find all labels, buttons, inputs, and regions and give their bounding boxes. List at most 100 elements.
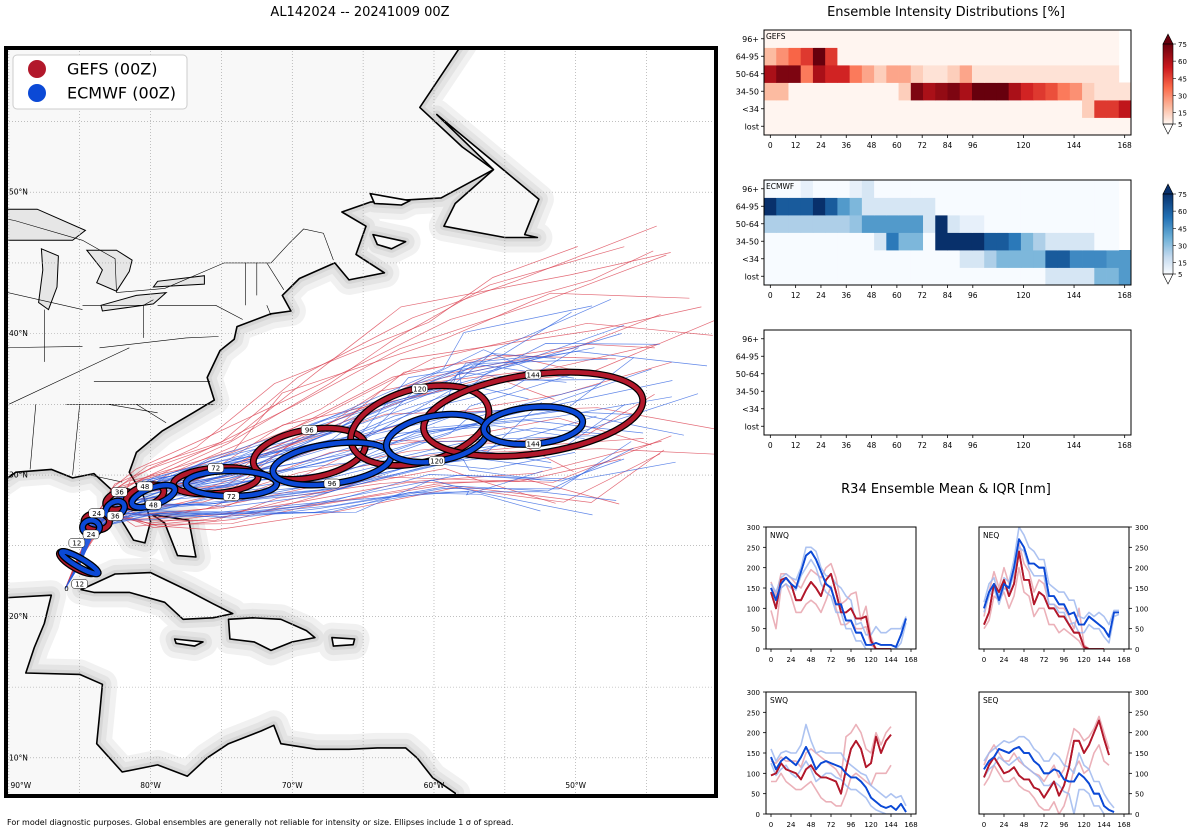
heatmap-cell (1008, 30, 1022, 48)
colorbar-segment (1163, 206, 1173, 209)
heatmap-cell (959, 197, 973, 216)
heatmap-cell (764, 82, 777, 101)
x-tick-label: 168 (904, 656, 917, 664)
heatmap-cell (812, 197, 826, 216)
heatmap-cell (886, 65, 899, 83)
heatmap-cell (971, 117, 985, 136)
colorbar-segment (1163, 108, 1173, 111)
heatmap-cell (996, 180, 1010, 198)
heatmap-cell (776, 180, 789, 198)
heatmap-cell (1069, 250, 1083, 268)
heatmap-cell (923, 232, 936, 251)
heatmap-cell (764, 47, 777, 66)
y-tick-label: 200 (1135, 730, 1148, 738)
iqr-line (770, 760, 906, 814)
heatmap-cell (959, 250, 973, 268)
footer-note: For model diagnostic purposes. Global en… (7, 818, 514, 827)
colorbar-segment (1163, 200, 1173, 203)
colorbar-segment (1163, 240, 1173, 243)
heatmap-cell (1094, 30, 1107, 48)
heatmap-cell (1106, 215, 1120, 233)
heatmap-cell (923, 250, 936, 268)
heatmap-cell (1094, 180, 1107, 198)
heatmap-cell (788, 47, 802, 66)
state-border (136, 404, 167, 423)
heatmap-cell (947, 197, 961, 216)
hour-label: 24 (92, 510, 101, 518)
iqr-line (770, 723, 907, 807)
x-tick-label: 72 (917, 441, 927, 450)
series-group (983, 527, 1120, 649)
lat-tick-label: 30°N (9, 471, 28, 480)
x-tick-label: 168 (1118, 141, 1133, 150)
state-border (107, 404, 158, 414)
heatmap-cell (996, 117, 1010, 136)
heatmap-cell (812, 250, 826, 268)
y-tick-label: <34 (742, 405, 759, 414)
state-border (29, 404, 37, 470)
heatmap-cell (788, 267, 802, 286)
hour-label-box (207, 463, 224, 473)
iqr-line (983, 735, 1115, 809)
heatmap-cell (910, 82, 924, 101)
heatmap-cell (1082, 197, 1095, 216)
heatmap-cell (837, 82, 851, 101)
y-tick-label: lost (745, 122, 759, 131)
heatmap-cell (910, 117, 924, 136)
heatmap-cell (800, 267, 814, 286)
ensemble-member-track (65, 470, 543, 589)
y-tick-label: 50 (1135, 791, 1144, 799)
heatmap-cell (837, 65, 851, 83)
heatmap-cell (861, 250, 875, 268)
heatmap-cell (1082, 47, 1095, 66)
heatmap-cell (825, 250, 838, 268)
hour-label-box (145, 499, 162, 510)
colorbar-extend-max (1162, 33, 1174, 45)
colorbar-segment (1163, 220, 1173, 223)
heatmap-cell (812, 232, 826, 251)
heatmap-cell (776, 250, 789, 268)
x-tick-label: 84 (943, 291, 953, 300)
heatmap-cell (923, 47, 936, 66)
heatmap-cell (764, 30, 777, 48)
heatmap-cell (1057, 65, 1071, 83)
colorbar-segment (1163, 60, 1173, 63)
colorbar-segment (1163, 114, 1173, 117)
heatmap-cell (923, 117, 936, 136)
heatmap-cell (1082, 180, 1095, 198)
x-tick-label: 24 (787, 821, 796, 829)
heatmap-cell (947, 82, 961, 101)
x-tick-label: 48 (807, 656, 816, 664)
heatmap-cell (935, 47, 948, 66)
heatmap-cell (764, 267, 777, 286)
colorbar-segment (1163, 194, 1173, 197)
heatmap-cell (1020, 215, 1034, 233)
colorbar-tick-label: 45 (1178, 225, 1187, 233)
x-tick-label: 48 (867, 141, 877, 150)
x-tick-label: 120 (1016, 441, 1031, 450)
heatmap-cell (984, 117, 997, 136)
heatmap-cell (788, 82, 802, 101)
heatmap-model-label: ECMWF (766, 182, 794, 191)
colorbar-segment (1163, 122, 1173, 125)
heatmap-cell (1057, 82, 1071, 101)
heatmap-cell (800, 197, 814, 216)
colorbar-segment (1163, 202, 1173, 205)
y-tick-label: <34 (742, 255, 759, 264)
iqr-line (983, 527, 1119, 626)
heatmap-cell (861, 100, 875, 118)
series-group (770, 723, 907, 814)
map-frame (4, 46, 718, 798)
heatmap-cell (837, 215, 851, 233)
state-border (6, 346, 83, 348)
colorbar-tick-label: 30 (1178, 242, 1187, 250)
heatmap-cell (1082, 267, 1095, 286)
y-tick-label: 300 (747, 689, 760, 697)
heatmap-cell (1082, 65, 1095, 83)
heatmap-cell (1094, 100, 1107, 118)
colorbar-segment (1163, 44, 1173, 47)
heatmap-cell (837, 250, 851, 268)
heatmap-cell (971, 30, 985, 48)
heatmap-cell (984, 215, 997, 233)
